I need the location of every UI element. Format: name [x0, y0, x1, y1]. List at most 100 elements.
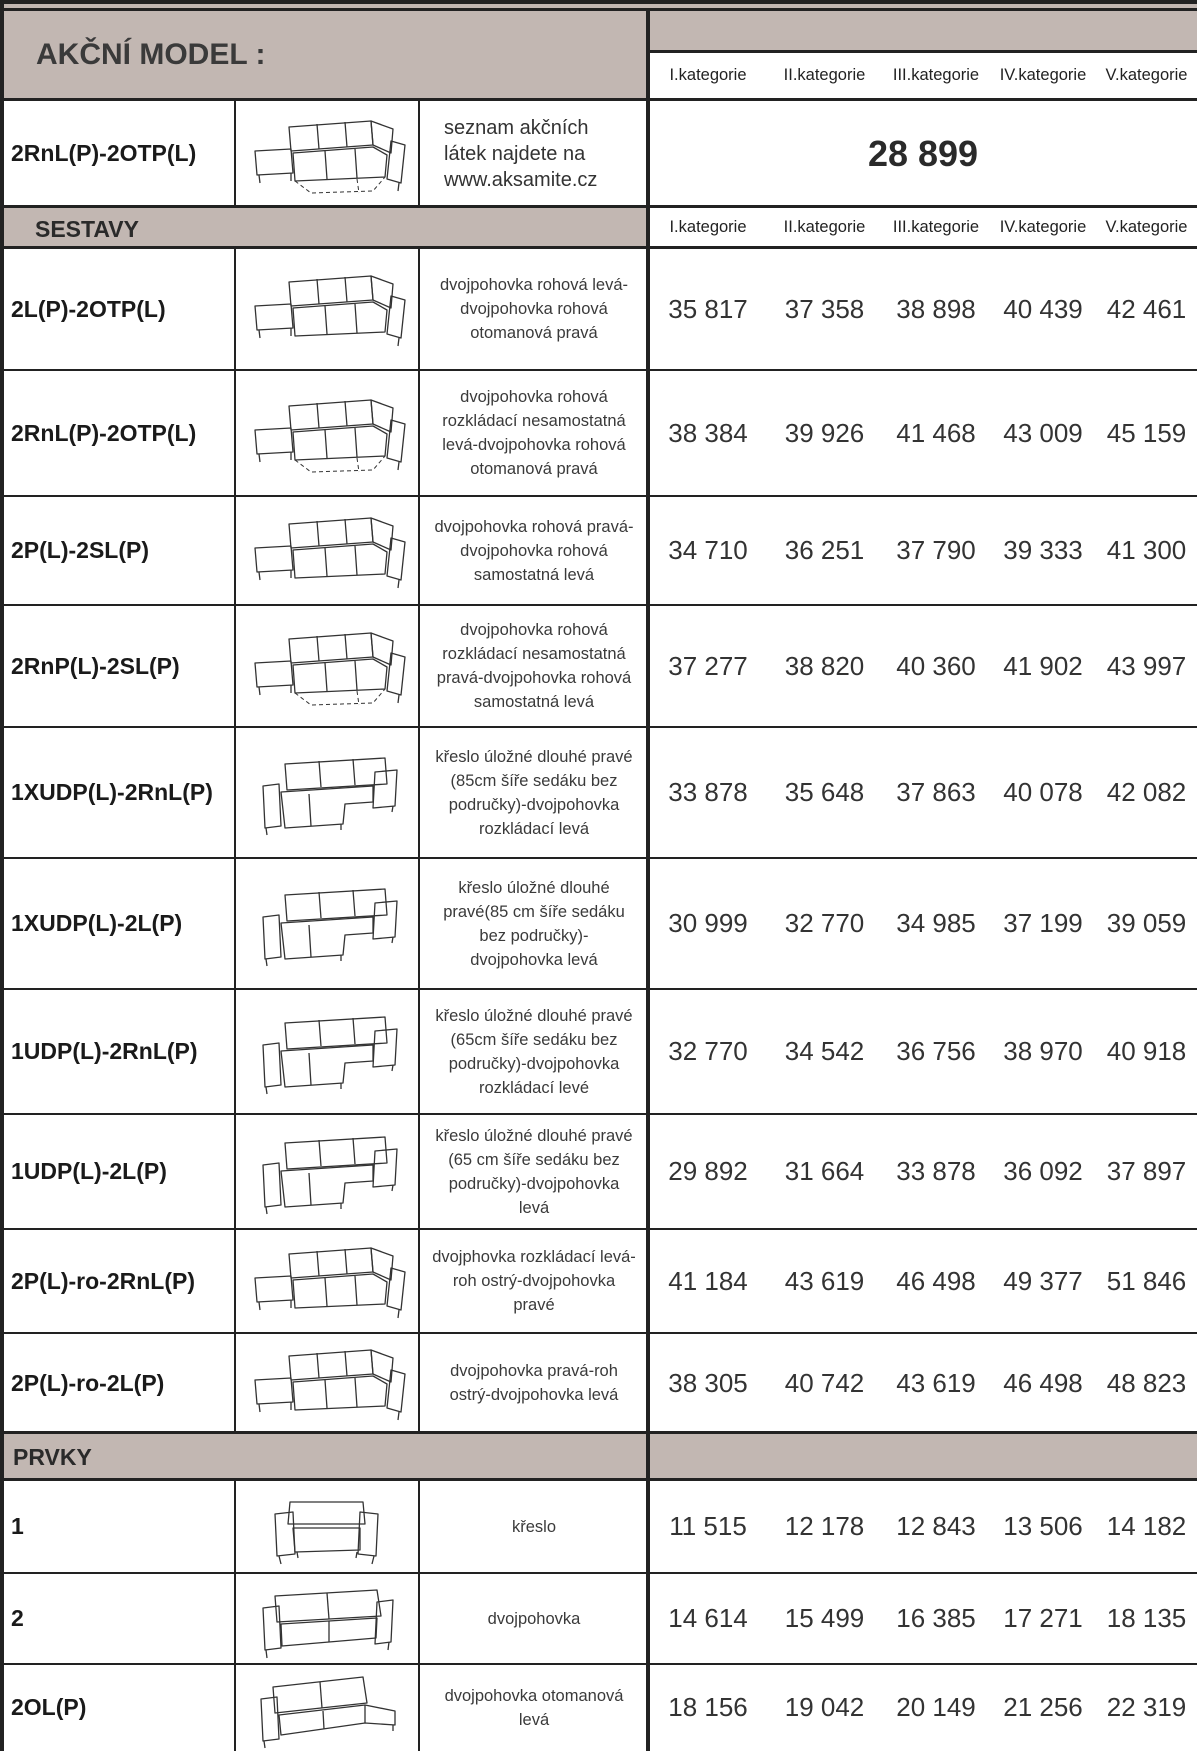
akce-category-4: IV.kategorie — [999, 65, 1087, 84]
corner-sofa-bed-icon — [236, 605, 419, 727]
sestavy-price-kategorie-3: 40 360 — [896, 650, 976, 681]
corner-sofa-ottoman-icon — [236, 248, 419, 370]
prvky-header-band — [0, 1433, 1197, 1480]
sestavy-header-band — [0, 207, 649, 248]
sestavy-description-line: rozkládací nesamostatná — [442, 645, 626, 663]
sestavy-price-kategorie-3: 36 756 — [896, 1036, 976, 1066]
prvky-description: dvojpohovka — [419, 1573, 649, 1664]
col-rule — [418, 100, 420, 205]
row-rule — [0, 1663, 1197, 1665]
row-rule — [0, 1113, 1197, 1115]
prvky-price-kategorie-1: 18 156 — [668, 1692, 748, 1722]
page-title: AKČNÍ MODEL : — [36, 38, 266, 71]
prvky-price-kategorie-5: 14 182 — [1106, 1511, 1187, 1541]
sestavy-price-kategorie-2: 40 742 — [784, 1367, 865, 1398]
sestavy-description-line: dvojpohovka rohová — [460, 300, 608, 318]
row-rule — [0, 604, 1197, 606]
sestavy-price-kategorie-5: 51 846 — [1106, 1265, 1187, 1296]
akce-note-line: látek najdete na — [444, 142, 586, 165]
sestavy-price-kategorie-2: 36 251 — [784, 535, 865, 565]
prvky-model-code: 2OL(P) — [11, 1694, 87, 1720]
sestavy-price-kategorie-2: 43 619 — [784, 1265, 865, 1296]
sestavy-description-line: dvojpohovka rohová — [460, 621, 608, 639]
sestavy-category-4: IV.kategorie — [999, 218, 1087, 236]
sestavy-description: dvojpohovka rohová rozkládací nesamostatn… — [419, 370, 649, 496]
akce-category-3: III.kategorie — [892, 65, 980, 84]
row-rule — [0, 1572, 1197, 1574]
sestavy-description-line: dvojpohovka rohová levá- — [439, 276, 629, 294]
sestavy-description-line: područky)-dvojpohovka — [448, 1054, 620, 1073]
sestavy-description: dvojpohovka rohová levá-dvojpohovka roho… — [419, 248, 649, 370]
prvky-price-kategorie-4: 21 256 — [1003, 1692, 1083, 1722]
sestavy-price-kategorie-1: 38 384 — [668, 417, 748, 448]
sestavy-price-kategorie-5: 39 059 — [1106, 908, 1187, 938]
sestavy-price-kategorie-4: 40 078 — [1003, 777, 1083, 807]
sestavy-price-kategorie-1: 30 999 — [668, 908, 748, 938]
sestavy-description-line: pravá-dvojpohovka rohová — [436, 669, 632, 687]
row-rule — [0, 246, 1197, 249]
prvky-description-line: křeslo — [511, 1517, 556, 1536]
prvky-description-line: dvojpohovka otomanová — [444, 1686, 624, 1705]
sestavy-price-kategorie-1: 34 710 — [668, 535, 748, 565]
sestavy-description-line: (65 cm šíře sedáku bez — [448, 1150, 620, 1169]
prvky-price-kategorie-3: 12 843 — [896, 1511, 976, 1541]
sestavy-price-kategorie-5: 45 159 — [1106, 417, 1187, 448]
sestavy-price-kategorie-1: 33 878 — [668, 777, 748, 807]
row-rule — [0, 495, 1197, 497]
sofa-with-chaise-icon — [236, 858, 419, 989]
sestavy-price-kategorie-2: 31 664 — [784, 1156, 865, 1186]
corner-sofa-icon — [236, 496, 419, 605]
sestavy-description-line: dvojpohovka levá — [470, 950, 598, 969]
row-rule — [0, 726, 1197, 728]
sestavy-price-kategorie-3: 38 898 — [896, 293, 976, 324]
corner-sofa-with-bed-icon — [236, 100, 419, 207]
prvky-price-kategorie-1: 11 515 — [669, 1511, 747, 1541]
sestavy-description-line: rozkládací levé — [478, 1078, 590, 1097]
sestavy-description-line: křeslo úložné dlouhé pravé — [435, 747, 633, 766]
sestavy-description-line: levá — [518, 1198, 550, 1217]
akce-note-line: seznam akčních — [444, 116, 589, 139]
prvky-price-kategorie-3: 16 385 — [896, 1603, 976, 1633]
sestavy-description-line: otomanová pravá — [470, 324, 598, 342]
row-rule — [0, 988, 1197, 990]
sestavy-category-1: I.kategorie — [669, 218, 747, 236]
sestavy-price-kategorie-5: 40 918 — [1106, 1036, 1187, 1066]
section-title-prvky: PRVKY — [13, 1444, 92, 1470]
sestavy-price-kategorie-3: 43 619 — [896, 1367, 976, 1398]
prvky-price-kategorie-4: 13 506 — [1003, 1511, 1083, 1541]
frame-top — [0, 0, 1197, 4]
prvky-description-line: dvojpohovka — [487, 1609, 581, 1628]
frame-top-inner — [0, 8, 1197, 11]
sestavy-price-kategorie-3: 37 790 — [896, 535, 976, 565]
sestavy-model-code: 1UDP(L)-2RnL(P) — [11, 1038, 198, 1064]
row-rule — [0, 1332, 1197, 1334]
sestavy-price-kategorie-5: 42 461 — [1106, 293, 1187, 324]
armchair-icon — [236, 1480, 419, 1573]
sestavy-description-line: křeslo úložné dlouhé — [458, 878, 610, 897]
sestavy-description-line: (65cm šíře sedáku bez — [450, 1030, 618, 1049]
sestavy-model-code: 2P(L)-2SL(P) — [11, 537, 149, 563]
sestavy-price-kategorie-2: 35 648 — [784, 777, 865, 807]
akce-note-line: www.aksamite.cz — [444, 168, 598, 191]
sestavy-description-line: dvojphovka rozkládací levá- — [432, 1248, 636, 1266]
prvky-price-kategorie-2: 19 042 — [784, 1692, 865, 1722]
sestavy-price-kategorie-4: 40 439 — [1003, 293, 1083, 324]
sestavy-description: dvojphovka rozkládací levá-roh ostrý-dvo… — [419, 1229, 649, 1333]
prvky-model-code: 2 — [11, 1605, 24, 1631]
sestavy-description-line: područky)-dvojpohovka — [448, 1174, 620, 1193]
sestavy-description: křeslo úložné dlouhé pravé (85cm šíře sed… — [419, 727, 649, 858]
sestavy-description-line: samostatná levá — [473, 693, 595, 711]
sofa-with-chaise-icon — [236, 727, 419, 858]
prvky-price-kategorie-4: 17 271 — [1003, 1603, 1083, 1633]
sestavy-description-line: pravé(85 cm šíře sedáku — [443, 902, 625, 921]
sestavy-price-kategorie-2: 39 926 — [784, 417, 865, 448]
sestavy-description-line: křeslo úložné dlouhé pravé — [435, 1126, 633, 1145]
row-rule — [0, 1478, 1197, 1481]
sestavy-description-line: rozkládací levá — [478, 819, 590, 838]
loveseat-icon — [236, 1573, 419, 1664]
sestavy-category-2: II.kategorie — [783, 218, 866, 236]
corner-sofa-sharp-icon — [236, 1229, 419, 1333]
akce-category-1: I.kategorie — [669, 65, 747, 84]
sofa-with-chaise-icon — [236, 1114, 419, 1229]
